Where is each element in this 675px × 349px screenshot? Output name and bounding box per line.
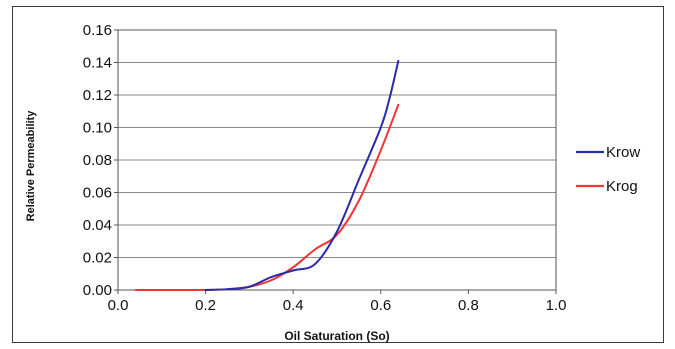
x-tick-label: 0.0 (108, 297, 129, 314)
legend-label-krog: Krog (606, 178, 638, 195)
series-line-krow (204, 59, 400, 291)
legend-label-krow: Krow (606, 144, 640, 161)
y-tick-label: 0.00 (83, 282, 112, 299)
y-tick-label: 0.10 (83, 120, 112, 137)
x-tick-label: 0.8 (458, 297, 479, 314)
x-tick-label: 0.4 (283, 297, 304, 314)
y-tick-label: 0.02 (83, 250, 112, 267)
grid-layer (114, 29, 557, 294)
y-tick-label: 0.04 (83, 217, 112, 234)
x-tick-labels: 0.0 0.2 0.4 0.6 0.8 1.0 (108, 297, 567, 314)
plot-area (117, 29, 557, 291)
legend: Krow Krog (576, 144, 640, 195)
y-axis-label: Relative Permeability (25, 110, 37, 222)
x-tick-label: 0.2 (195, 297, 216, 314)
y-tick-label: 0.06 (83, 185, 112, 202)
y-tick-label: 0.08 (83, 152, 112, 169)
x-axis-label: Oil Saturation (So) (284, 329, 389, 343)
x-tick-label: 1.0 (546, 297, 567, 314)
y-tick-label: 0.12 (83, 87, 112, 104)
y-tick-label: 0.16 (83, 22, 112, 39)
series-line-krog (134, 103, 400, 292)
x-tick-label: 0.6 (370, 297, 391, 314)
series-layer (134, 59, 400, 292)
y-tick-label: 0.14 (83, 55, 112, 72)
y-tick-labels: 0.00 0.02 0.04 0.06 0.08 0.10 0.12 0.14 0.16 (83, 22, 112, 299)
